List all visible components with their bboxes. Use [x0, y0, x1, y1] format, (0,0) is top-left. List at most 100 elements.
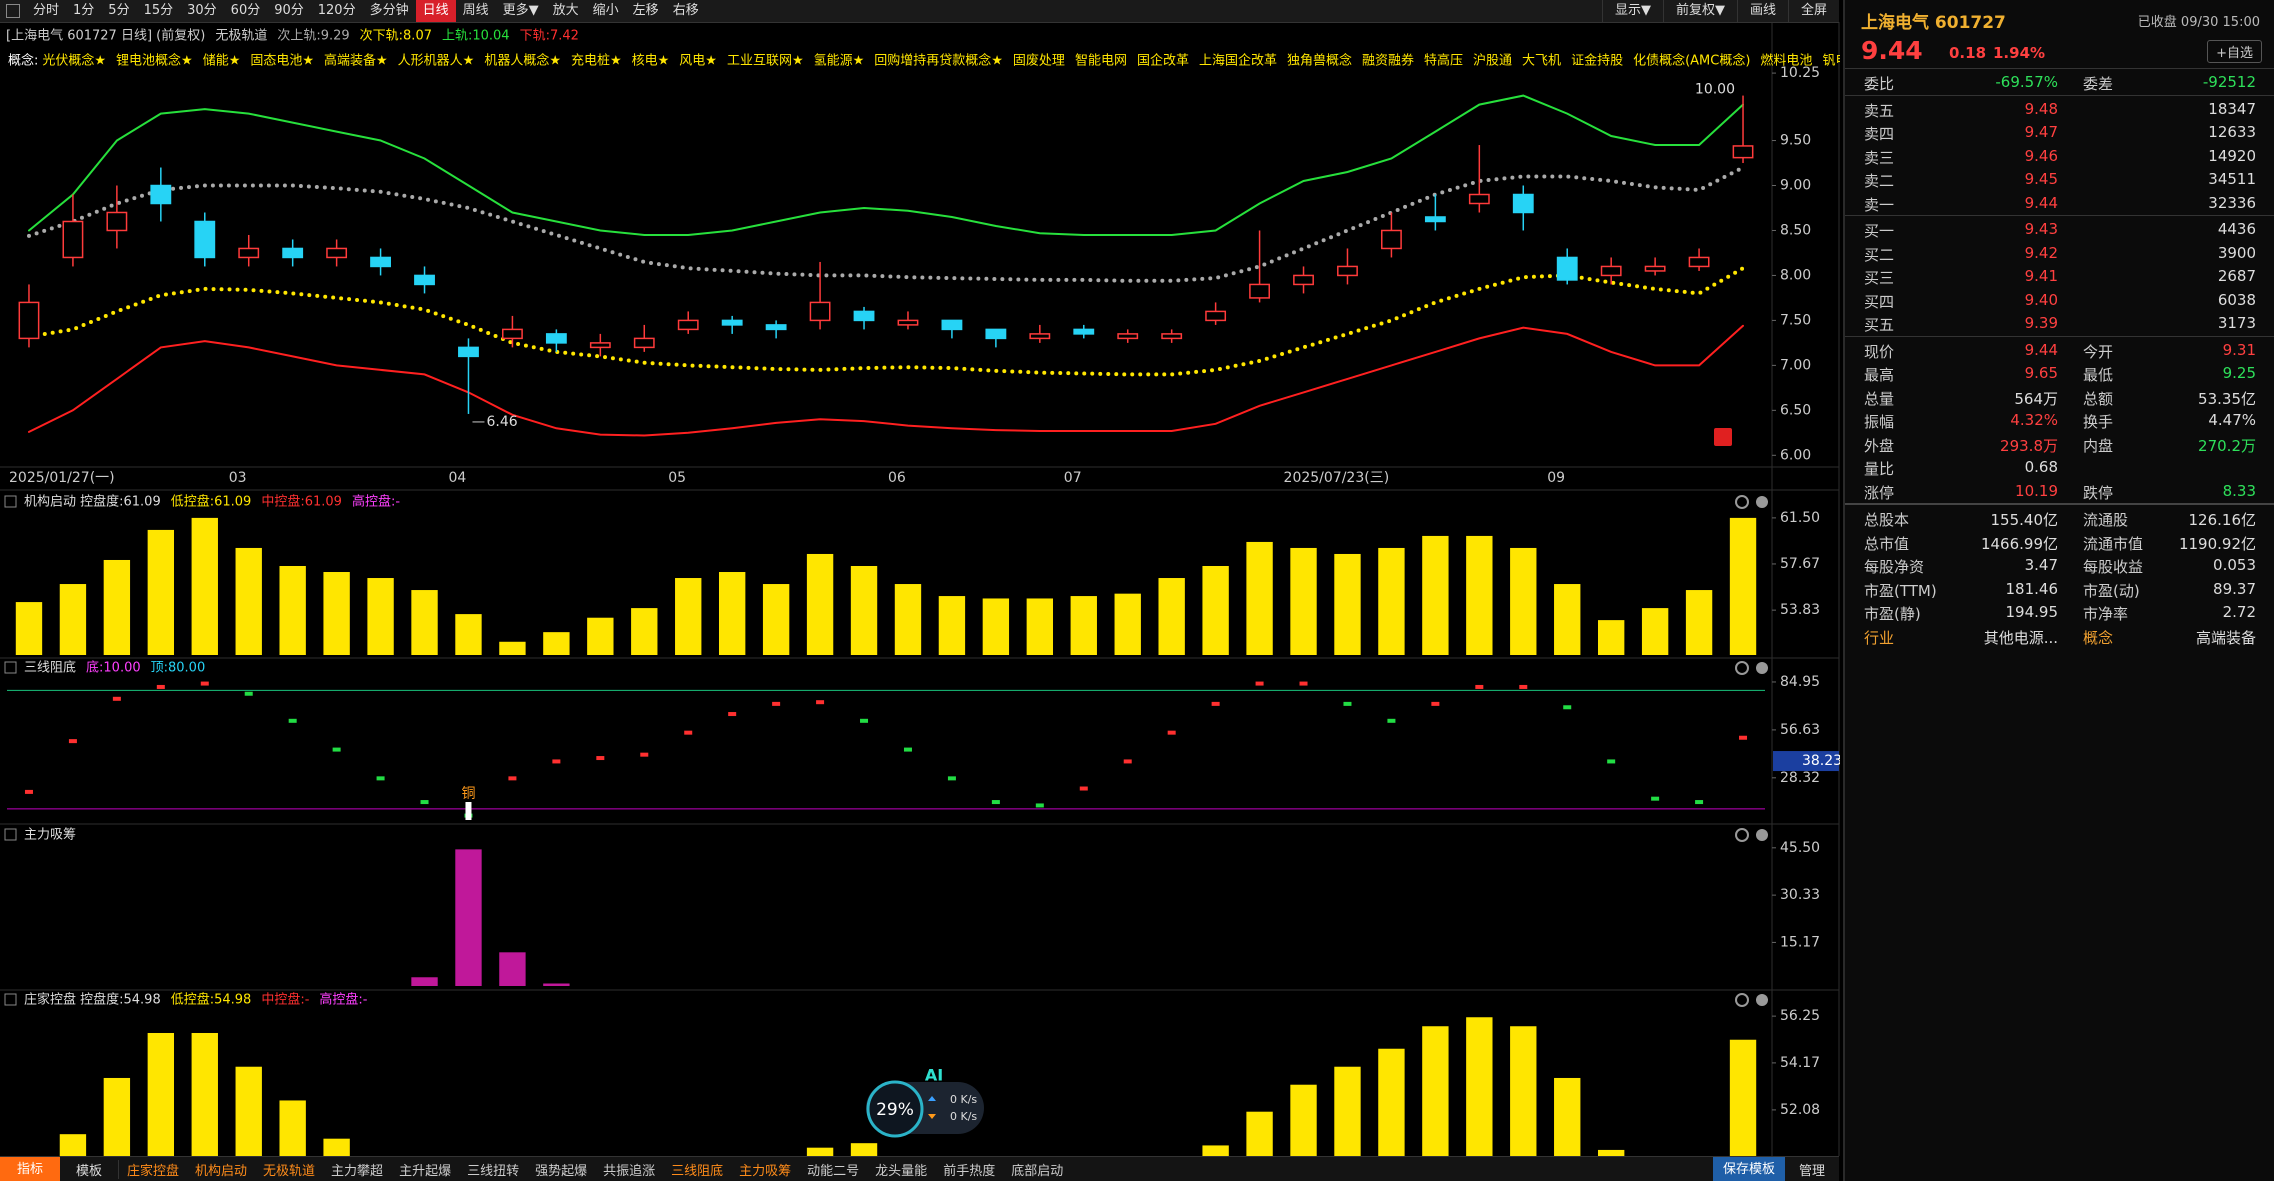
quote-section: 卖五 9.48 18347 卖四 9.47 12633 卖三 9.46 14920 卖二 9.45 3…	[1845, 94, 2274, 216]
indicator-tab[interactable]: 共振追涨	[603, 1164, 656, 1179]
period-button[interactable]: 1分	[73, 3, 95, 18]
bar	[1729, 1039, 1757, 1156]
trend-dot	[1211, 701, 1220, 706]
quote-cell: 4.47%	[2208, 411, 2256, 429]
period-button[interactable]: 15分	[143, 3, 174, 18]
indicator-tab[interactable]: 底部启动	[1011, 1164, 1064, 1179]
concept-tag: 高端装备★	[324, 53, 388, 69]
manage-button[interactable]: 管理	[1798, 1164, 1825, 1179]
indicator-tab[interactable]: 三线阻底	[671, 1164, 724, 1179]
bar	[59, 584, 87, 655]
bar	[103, 1077, 131, 1156]
panel-header: 低控盘:61.09	[171, 494, 252, 510]
tool-button[interactable]: 前复权▼	[1662, 0, 1737, 22]
back-icon[interactable]	[6, 4, 20, 18]
indicator-button[interactable]: 指标	[0, 1157, 60, 1181]
y-tick-label: 52.08	[1780, 1102, 1820, 1118]
period-button[interactable]: 5分	[108, 3, 130, 18]
indicator-tab[interactable]: 无极轨道	[263, 1164, 316, 1179]
quote-cell: 9.65	[2024, 364, 2058, 382]
quote-row: 现价 9.44 今开 9.31	[1845, 338, 2274, 362]
quote-cell: 4.32%	[2010, 411, 2058, 429]
indicator-tab[interactable]: 龙头量能	[875, 1164, 928, 1179]
trend-dot	[1123, 759, 1132, 764]
quote-cell: 1466.99亿	[1980, 534, 2058, 553]
bottom-bar: 指标 模板 庄家控盘 机构启动 无极轨道 主力攀超 主升起爆 三线扭转 强势起爆 共振追涨 三线阻底…	[0, 1156, 1839, 1181]
candle-body	[370, 256, 391, 268]
quote-cell: 现价	[1864, 342, 1895, 361]
quote-cell: 买五	[1864, 316, 1895, 334]
indicator-tab[interactable]: 前手热度	[943, 1164, 996, 1179]
indicator-tab[interactable]: 庄家控盘	[127, 1164, 180, 1179]
indicator-tab[interactable]: 主力吸筹	[739, 1164, 792, 1179]
bar	[938, 596, 966, 655]
indicator-tab[interactable]: 主力攀超	[331, 1164, 384, 1179]
indicator-tab[interactable]: 机构启动	[195, 1164, 248, 1179]
settings-icon	[1735, 993, 1749, 1007]
indicator-tab[interactable]: 三线扭转	[467, 1164, 520, 1179]
period-button[interactable]: 30分	[187, 3, 217, 18]
candle-body	[282, 247, 304, 259]
market-status: 已收盘 09/30 15:00	[2137, 15, 2260, 30]
indicator-tab[interactable]: 动能二号	[807, 1164, 860, 1179]
candle-body	[633, 337, 655, 349]
period-button[interactable]: 60分	[230, 3, 261, 18]
tool-button[interactable]: 全屏	[1787, 0, 1839, 22]
trend-dot	[200, 681, 209, 686]
period-button[interactable]: 放大	[552, 3, 579, 18]
period-button[interactable]: 右移	[672, 3, 699, 18]
save-template[interactable]: 保存模板	[1712, 1157, 1785, 1181]
trend-dot	[1651, 796, 1660, 801]
quote-cell: 概念	[2083, 628, 2114, 647]
bar	[1202, 1145, 1229, 1156]
help-icon	[4, 993, 17, 1006]
period-button[interactable]: 缩小	[592, 3, 619, 18]
quote-cell: 2687	[2217, 267, 2256, 285]
period-button[interactable]: 分时	[33, 3, 60, 18]
quote-row: 总市值 1466.99亿 流通市值 1190.92亿	[1845, 530, 2274, 554]
quote-cell: 委差	[2083, 75, 2114, 93]
period-button[interactable]: 120分	[317, 3, 356, 18]
period-button[interactable]: 左移	[632, 3, 659, 18]
indicator-tab[interactable]: 强势起爆	[535, 1164, 588, 1179]
x-tick-label: 2025/07/23(三)	[1284, 470, 1390, 486]
panel-header: 三线阻底	[24, 660, 76, 676]
period-button[interactable]: 日线	[415, 0, 456, 22]
quote-cell: 89.37	[2213, 579, 2256, 598]
panel-header: 中控盘:61.09	[261, 494, 342, 510]
period-button[interactable]: 周线	[462, 3, 489, 18]
quote-cell: 量比	[1864, 460, 1895, 478]
trend-dot	[728, 712, 737, 717]
help-icon	[4, 661, 17, 674]
period-button[interactable]: 90分	[274, 3, 304, 18]
tool-button[interactable]: 画线	[1736, 0, 1788, 22]
quote-cell: 18347	[2208, 99, 2256, 118]
period-button[interactable]: 多分钟	[369, 3, 409, 18]
panel-header: 顶:80.00	[151, 661, 206, 676]
settings-icon	[1735, 495, 1749, 509]
y-tick-label: 10.25	[1780, 65, 1820, 81]
add-watchlist[interactable]: +自选	[2207, 40, 2262, 63]
bar	[1158, 578, 1185, 655]
down-arrow	[928, 1114, 936, 1119]
quote-cell: 0.053	[2213, 556, 2256, 574]
trend-dot	[156, 684, 165, 689]
trend-dot	[112, 696, 121, 701]
quote-cell: 行业	[1864, 628, 1895, 647]
candle-body	[458, 346, 479, 358]
period-button[interactable]: 更多▼	[502, 3, 539, 18]
tool-button[interactable]: 显示▼	[1601, 0, 1663, 22]
quote-cell: 126.16亿	[2188, 511, 2257, 529]
concept-tag: 氢能源★	[814, 54, 865, 69]
panel-header: [上海电气 601727 日线] (前复权)	[6, 28, 205, 44]
candle-body	[1424, 216, 1446, 223]
concept-tag: 独角兽概念	[1287, 53, 1352, 69]
quote-cell: 3.47	[2024, 556, 2058, 574]
toolbar-tools: 显示▼ 前复权▼ 画线 全屏	[1601, 0, 1839, 22]
template-button[interactable]: 模板	[60, 1160, 119, 1179]
indicator-tab[interactable]: 主升起爆	[399, 1164, 452, 1179]
panel-header: 次上轨:9.29	[277, 28, 349, 44]
quote-cell: 270.2万	[2198, 436, 2256, 455]
candle-body	[502, 328, 523, 340]
